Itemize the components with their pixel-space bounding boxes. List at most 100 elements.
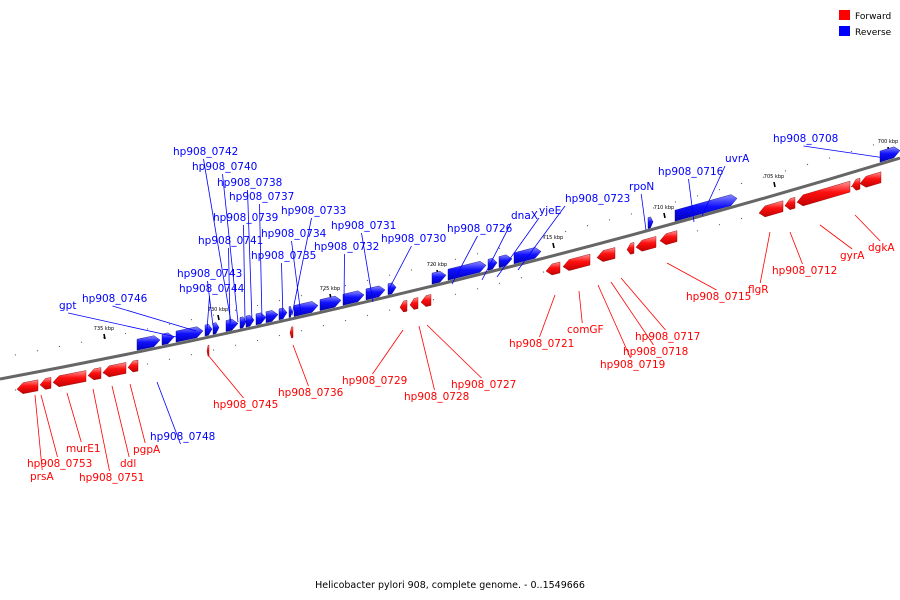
minor-tick [190, 319, 193, 321]
minor-tick [696, 230, 699, 232]
forward-label-leader [819, 224, 853, 250]
reverse-gene-label: rpoN [629, 181, 654, 193]
reverse-label-leader [207, 280, 214, 327]
forward-gene-label: hp908_0717 [635, 331, 700, 343]
forward-label-leader [578, 290, 583, 324]
forward-gene-label: murE1 [66, 443, 101, 455]
reverse-gene-label: hp908_0740 [192, 161, 257, 173]
genome-caption: Helicobacter pylori 908, complete genome… [315, 580, 585, 591]
label-leader-lines [34, 145, 886, 472]
forward-gene-label: flgR [748, 284, 769, 296]
kbp-tick-label: 725 kbp [320, 286, 340, 292]
kbp-tick-label: 705 kbp [764, 174, 784, 180]
minor-tick [828, 157, 831, 159]
kbp-tick-label: 735 kbp [94, 326, 114, 332]
minor-tick [300, 294, 303, 297]
minor-tick [432, 263, 435, 266]
forward-gene [626, 242, 635, 255]
forward-label-leader [426, 324, 482, 379]
minor-tick [476, 253, 479, 255]
forward-gene-label: gyrA [840, 250, 865, 262]
forward-gene-label: hp908_0727 [451, 379, 516, 391]
reverse-gene-label: hp908_0733 [281, 205, 346, 217]
reverse-gene-label: hp908_0748 [150, 431, 215, 443]
reverse-gene [175, 326, 204, 343]
reverse-gene-label: hp908_0735 [251, 250, 316, 262]
reverse-gene-label: hp908_0731 [331, 220, 396, 232]
minor-tick [366, 279, 369, 282]
reverse-label-leader [387, 245, 412, 292]
reverse-gene-label: hp908_0734 [261, 228, 327, 240]
reverse-gene [288, 306, 293, 318]
minor-tick [388, 274, 391, 276]
forward-gene [206, 344, 210, 357]
forward-label-leader [620, 277, 666, 331]
forward-label-leader [854, 214, 881, 242]
reverse-label-leader [112, 305, 197, 332]
minor-tick [586, 224, 589, 227]
forward-label-leader [111, 385, 130, 458]
forward-gene [16, 379, 39, 394]
minor-tick [784, 170, 787, 172]
minor-tick [344, 284, 347, 287]
reverse-gene [647, 216, 654, 229]
reverse-label-leader [701, 165, 726, 217]
kbp-tick-label: 700 kbp [878, 139, 898, 145]
reverse-gene-label: yjeE [539, 205, 561, 217]
forward-gene [851, 177, 861, 191]
minor-tick [454, 258, 457, 260]
reverse-gene [513, 247, 542, 265]
gene-labels: hp908_0742 hp908_0740 hp908_0738 hp908_0737… [27, 133, 895, 484]
reverse-gene-label: hp908_0738 [217, 177, 282, 189]
forward-gene [758, 200, 784, 218]
reverse-label-leader [451, 235, 478, 285]
forward-label-leader [292, 344, 309, 387]
forward-gene [87, 367, 102, 381]
kbp-tick-label: 710 kbp [654, 205, 674, 211]
reverse-label-leader [291, 240, 302, 316]
forward-label-leader [40, 394, 58, 458]
reverse-label-leader [640, 193, 647, 231]
forward-label-leader [66, 392, 82, 443]
reverse-gene [255, 312, 267, 326]
legend-reverse-label: Reverse [855, 28, 892, 38]
forward-gene-label: prsA [30, 471, 54, 483]
reverse-gene [447, 261, 487, 281]
kbp-tick-label: 720 kbp [427, 262, 447, 268]
forward-gene [102, 362, 127, 378]
major-tick [773, 181, 776, 188]
reverse-gene [265, 310, 279, 323]
reverse-gene-label: hp908_0730 [381, 233, 446, 245]
minor-tick [36, 350, 39, 352]
minor-tick [850, 185, 853, 188]
forward-gene [545, 261, 561, 276]
forward-gene-label: dgkA [868, 242, 895, 254]
reverse-gene [319, 295, 342, 311]
minor-tick [630, 213, 633, 215]
reverse-gene-label: dnaX [511, 210, 538, 222]
forward-gene [420, 294, 432, 307]
minor-tick [388, 309, 391, 311]
forward-label-leader [92, 388, 110, 472]
legend-forward-label: Forward [855, 12, 891, 22]
minor-tick [762, 176, 765, 178]
forward-gene-label: hp908_0728 [404, 391, 469, 403]
reverse-gene [225, 318, 239, 332]
reverse-gene-label: uvrA [725, 153, 750, 165]
reverse-label-leader [517, 205, 566, 271]
minor-tick [102, 337, 105, 339]
forward-gene-label: hp908_0718 [623, 346, 688, 358]
minor-tick [652, 207, 655, 209]
legend: Forward Reverse [839, 10, 892, 38]
forward-gene-label: hp908_0719 [600, 359, 665, 371]
minor-tick [322, 289, 325, 292]
reverse-label-leader [228, 247, 231, 328]
minor-tick [542, 236, 545, 238]
minor-tick [212, 314, 215, 316]
major-tick [217, 314, 220, 321]
reverse-gene [204, 323, 213, 337]
reverse-label-leader [688, 178, 695, 223]
minor-tick [256, 304, 259, 307]
reverse-gene-label: hp908_0732 [314, 241, 379, 253]
